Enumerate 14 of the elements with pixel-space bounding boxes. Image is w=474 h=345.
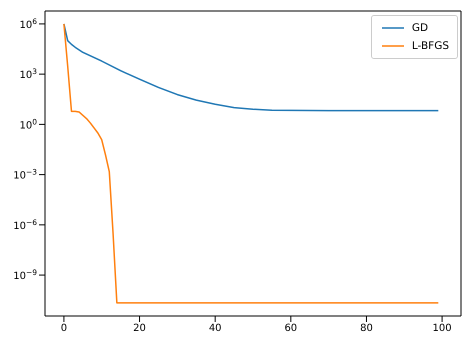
y-tick-label: 10$^{−6}$ — [13, 217, 38, 232]
x-tick-label: 0 — [60, 323, 68, 334]
legend-label: GD — [412, 21, 428, 36]
x-tick-label: 60 — [284, 323, 298, 334]
y-tick-label: 10$^{6}$ — [19, 16, 38, 31]
x-tick-label: 20 — [133, 323, 146, 334]
y-tick-label: 10$^{0}$ — [19, 116, 38, 132]
legend-label: L-BFGS — [412, 39, 449, 54]
x-tick-label: 100 — [432, 323, 452, 334]
y-tick-label: 10$^{−3}$ — [13, 167, 38, 182]
x-tick-label: 80 — [360, 323, 373, 334]
y-tick-label: 10$^{3}$ — [19, 66, 38, 82]
x-tick-label: 40 — [208, 323, 222, 334]
y-tick-label: 10$^{−9}$ — [13, 268, 38, 282]
